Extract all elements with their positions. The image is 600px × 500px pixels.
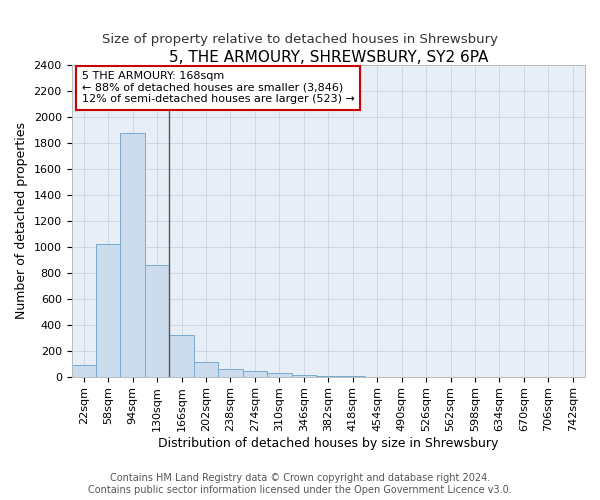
Bar: [121, 132, 145, 376]
Bar: [169, 335, 194, 376]
Title: 5, THE ARMOURY, SHREWSBURY, SY2 6PA: 5, THE ARMOURY, SHREWSBURY, SY2 6PA: [169, 50, 488, 65]
Bar: [267, 372, 292, 376]
Bar: [292, 374, 316, 376]
Text: Size of property relative to detached houses in Shrewsbury: Size of property relative to detached ho…: [102, 32, 498, 46]
Bar: [218, 370, 242, 376]
Bar: [71, 365, 96, 376]
Text: Contains HM Land Registry data © Crown copyright and database right 2024.
Contai: Contains HM Land Registry data © Crown c…: [88, 474, 512, 495]
Bar: [145, 265, 169, 376]
Bar: [242, 372, 267, 376]
Bar: [194, 362, 218, 376]
Text: 5 THE ARMOURY: 168sqm
← 88% of detached houses are smaller (3,846)
12% of semi-d: 5 THE ARMOURY: 168sqm ← 88% of detached …: [82, 71, 355, 104]
Y-axis label: Number of detached properties: Number of detached properties: [15, 122, 28, 320]
Bar: [96, 244, 121, 376]
X-axis label: Distribution of detached houses by size in Shrewsbury: Distribution of detached houses by size …: [158, 437, 499, 450]
